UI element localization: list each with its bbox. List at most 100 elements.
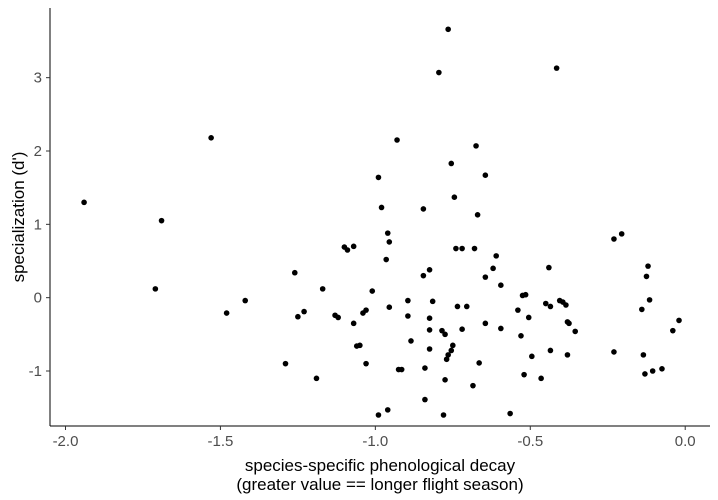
data-point bbox=[152, 286, 159, 292]
y-tick-label: 0 bbox=[34, 290, 42, 307]
data-point bbox=[642, 371, 648, 377]
data-point bbox=[295, 313, 301, 320]
data-point bbox=[363, 307, 369, 313]
data-point bbox=[405, 297, 411, 304]
data-point bbox=[357, 342, 363, 349]
data-point bbox=[473, 143, 479, 149]
x-tick-label: -0.5 bbox=[517, 433, 543, 450]
data-point bbox=[450, 342, 456, 349]
data-point bbox=[454, 303, 461, 310]
data-point bbox=[443, 356, 450, 363]
plot-area bbox=[81, 26, 682, 418]
data-point bbox=[426, 346, 433, 352]
x-tick-label: -1.5 bbox=[207, 433, 233, 450]
axes bbox=[49, 8, 710, 427]
data-point bbox=[426, 315, 433, 322]
data-point bbox=[490, 265, 496, 272]
data-point bbox=[439, 327, 445, 334]
data-point bbox=[482, 172, 489, 178]
data-point bbox=[408, 338, 414, 344]
data-point bbox=[344, 247, 351, 253]
data-point bbox=[405, 313, 411, 319]
data-point bbox=[384, 230, 391, 236]
x-axis-title-line-1: species-specific phenological decay bbox=[245, 456, 516, 475]
data-point bbox=[529, 353, 535, 360]
data-point bbox=[471, 245, 478, 252]
data-point bbox=[426, 327, 433, 333]
y-tick-label: 1 bbox=[34, 216, 42, 233]
data-point bbox=[518, 333, 524, 339]
data-point bbox=[521, 371, 527, 378]
data-point bbox=[350, 243, 357, 250]
data-point bbox=[442, 331, 448, 338]
data-point bbox=[398, 366, 405, 373]
data-point bbox=[375, 174, 382, 181]
data-point bbox=[538, 375, 544, 382]
data-point bbox=[420, 206, 427, 212]
data-point bbox=[369, 288, 376, 294]
data-point bbox=[476, 360, 482, 366]
data-point bbox=[313, 375, 320, 382]
data-point bbox=[422, 365, 428, 371]
data-point bbox=[208, 135, 214, 141]
data-point bbox=[611, 349, 617, 355]
data-point bbox=[429, 298, 436, 305]
data-point bbox=[670, 327, 676, 334]
data-point bbox=[649, 368, 656, 374]
data-point bbox=[394, 137, 400, 143]
data-point bbox=[563, 302, 569, 308]
data-point bbox=[646, 297, 653, 303]
data-point bbox=[493, 253, 499, 259]
data-point bbox=[470, 382, 476, 389]
data-point bbox=[445, 26, 451, 33]
y-tick-label: 3 bbox=[34, 70, 42, 87]
data-point bbox=[474, 212, 481, 218]
data-point bbox=[618, 231, 625, 237]
x-axis-title-line-2: (greater value == longer flight season) bbox=[236, 475, 523, 494]
data-point bbox=[436, 69, 442, 76]
x-tick-label: -1.0 bbox=[362, 433, 388, 450]
data-point bbox=[335, 314, 341, 321]
data-point bbox=[640, 352, 647, 358]
data-point bbox=[291, 269, 298, 276]
data-point bbox=[546, 264, 552, 271]
data-point bbox=[463, 303, 470, 310]
data-point bbox=[498, 282, 504, 289]
data-point bbox=[525, 314, 532, 321]
data-point bbox=[645, 263, 651, 269]
data-point bbox=[542, 300, 549, 307]
data-point bbox=[451, 194, 458, 200]
data-point bbox=[515, 307, 521, 313]
data-point bbox=[420, 272, 427, 279]
data-point bbox=[448, 347, 455, 354]
data-point bbox=[611, 236, 617, 242]
y-axis-ticks: -1 0 1 2 3 bbox=[29, 70, 50, 380]
data-point bbox=[282, 360, 289, 367]
data-point bbox=[158, 217, 165, 224]
data-point bbox=[384, 407, 391, 413]
data-point bbox=[639, 306, 645, 313]
data-point bbox=[547, 303, 554, 310]
x-axis-ticks: -2.0 -1.5 -1.0 -0.5 0.0 bbox=[53, 426, 696, 450]
data-point bbox=[547, 347, 554, 354]
data-point bbox=[522, 291, 529, 298]
data-point bbox=[553, 65, 560, 71]
data-point bbox=[482, 320, 489, 327]
data-point bbox=[564, 352, 571, 358]
data-point bbox=[676, 317, 682, 324]
data-point bbox=[445, 352, 451, 358]
data-point bbox=[507, 410, 513, 417]
data-point bbox=[453, 245, 459, 252]
data-point bbox=[572, 328, 579, 335]
x-tick-label: -2.0 bbox=[53, 433, 79, 450]
data-point bbox=[442, 377, 448, 383]
data-point bbox=[422, 396, 428, 403]
data-point bbox=[482, 274, 489, 280]
data-point bbox=[426, 267, 433, 273]
data-point bbox=[440, 412, 447, 418]
data-point bbox=[383, 256, 389, 263]
data-point bbox=[498, 325, 504, 332]
data-point bbox=[350, 320, 357, 327]
data-point bbox=[223, 310, 230, 316]
